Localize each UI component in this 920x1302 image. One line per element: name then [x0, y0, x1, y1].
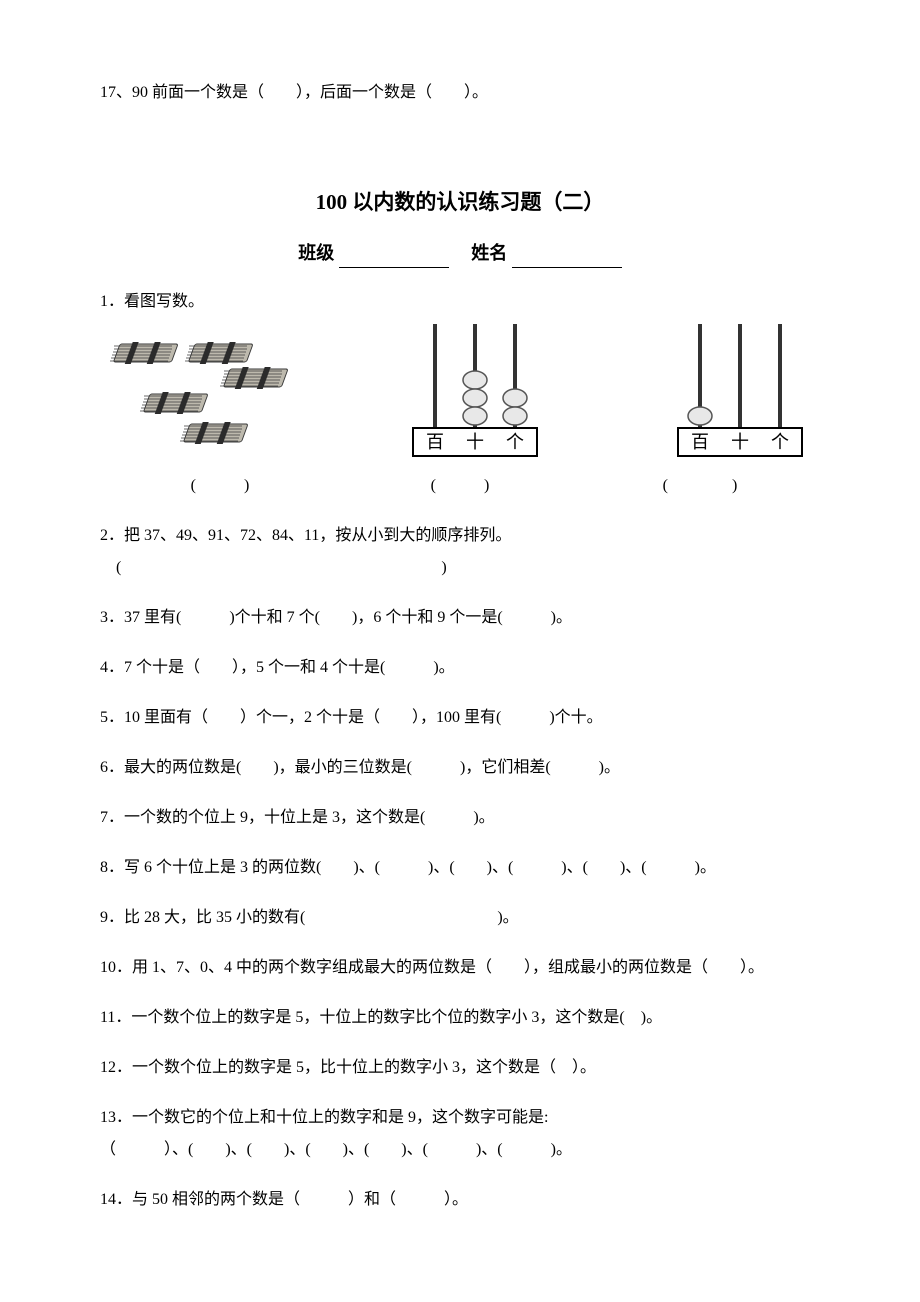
q8-text: 8．写 6 个十位上是 3 的两位数( )、( )、( )、( )、( )、( …: [100, 859, 716, 876]
name-label: 姓名: [471, 243, 507, 263]
question-1: 1．看图写数。: [100, 286, 820, 502]
class-input-line[interactable]: [339, 249, 449, 268]
q13-answer-line[interactable]: （ ）、( )、( )、( )、( )、( )、( )。: [100, 1134, 820, 1166]
q1-answer-1[interactable]: ( ): [120, 470, 320, 502]
question-14: 14．与 50 相邻的两个数是（ ）和（ ）。: [100, 1184, 820, 1216]
q3-text: 3．37 里有( )个十和 7 个( )，6 个十和 9 个一是( )。: [100, 609, 572, 626]
header-line: 班级 姓名: [100, 239, 820, 268]
q10-text: 10．用 1、7、0、4 中的两个数字组成最大的两位数是（ ），组成最小的两位数…: [100, 959, 764, 976]
q1-fig-abacus-2: 百 十 个: [660, 324, 820, 464]
title-text: 100 以内数的认识练习题（二）: [316, 190, 605, 214]
q1-fig-bundles: [100, 334, 290, 464]
question-5: 5．10 里面有（ ）个一，2 个十是（ ），100 里有( )个十。: [100, 702, 820, 734]
class-label: 班级: [298, 243, 334, 263]
q13-label: 13．一个数它的个位上和十位上的数字和是 9，这个数字可能是:: [100, 1102, 820, 1134]
bundles-svg: [100, 334, 290, 464]
question-8: 8．写 6 个十位上是 3 的两位数( )、( )、( )、( )、( )、( …: [100, 852, 820, 884]
worksheet-title: 100 以内数的认识练习题（二）: [100, 186, 820, 220]
name-input-line[interactable]: [512, 249, 622, 268]
question-3: 3．37 里有( )个十和 7 个( )，6 个十和 9 个一是( )。: [100, 602, 820, 634]
q11-text: 11．一个数个位上的数字是 5，十位上的数字比个位的数字小 3，这个数是( )。: [100, 1009, 662, 1026]
question-7: 7．一个数的个位上 9，十位上是 3，这个数是( )。: [100, 802, 820, 834]
question-9: 9．比 28 大，比 35 小的数有( )。: [100, 902, 820, 934]
q12-text: 12．一个数个位上的数字是 5，比十位上的数字小 3，这个数是（ ）。: [100, 1059, 596, 1076]
q1-answer-2[interactable]: ( ): [360, 470, 560, 502]
q9-text: 9．比 28 大，比 35 小的数有( )。: [100, 909, 519, 926]
question-11: 11．一个数个位上的数字是 5，十位上的数字比个位的数字小 3，这个数是( )。: [100, 1002, 820, 1034]
q1-label: 1．看图写数。: [100, 286, 820, 318]
question-13: 13．一个数它的个位上和十位上的数字和是 9，这个数字可能是: （ ）、( )、…: [100, 1102, 820, 1166]
q1-fig-abacus-1: 百 十 个: [395, 324, 555, 464]
q4-text: 4．7 个十是（ ），5 个一和 4 个十是( )。: [100, 659, 455, 676]
abacus2-label-bai: 百: [691, 432, 709, 452]
question-17: 17、90 前面一个数是（ ），后面一个数是（ ）。: [100, 80, 820, 106]
abacus1-label-bai: 百: [426, 432, 444, 452]
abacus2-label-ge: 个: [771, 432, 789, 452]
abacus1-label-shi: 十: [466, 432, 484, 452]
q5-text: 5．10 里面有（ ）个一，2 个十是（ ），100 里有( )个十。: [100, 709, 603, 726]
q1-answers-row: ( ) ( ) ( ): [100, 470, 820, 502]
q1-figures-row: 百 十 个: [100, 324, 820, 464]
q17-text: 17、90 前面一个数是（ ），后面一个数是（ ）。: [100, 84, 488, 101]
question-4: 4．7 个十是（ ），5 个一和 4 个十是( )。: [100, 652, 820, 684]
q1-answer-3[interactable]: ( ): [600, 470, 800, 502]
question-10: 10．用 1、7、0、4 中的两个数字组成最大的两位数是（ ），组成最小的两位数…: [100, 952, 820, 984]
abacus2-label-shi: 十: [731, 432, 749, 452]
question-6: 6．最大的两位数是( )，最小的三位数是( )，它们相差( )。: [100, 752, 820, 784]
question-2: 2．把 37、49、91、72、84、11，按从小到大的顺序排列。 ( ): [100, 520, 820, 584]
abacus2-svg: 百 十 个: [660, 324, 820, 464]
question-12: 12．一个数个位上的数字是 5，比十位上的数字小 3，这个数是（ ）。: [100, 1052, 820, 1084]
abacus1-svg: 百 十 个: [395, 324, 555, 464]
q7-text: 7．一个数的个位上 9，十位上是 3，这个数是( )。: [100, 809, 495, 826]
abacus1-label-ge: 个: [506, 432, 524, 452]
q6-text: 6．最大的两位数是( )，最小的三位数是( )，它们相差( )。: [100, 759, 620, 776]
q2-label: 2．把 37、49、91、72、84、11，按从小到大的顺序排列。: [100, 520, 820, 552]
q2-answer-line[interactable]: ( ): [100, 552, 820, 584]
q14-text: 14．与 50 相邻的两个数是（ ）和（ ）。: [100, 1191, 468, 1208]
